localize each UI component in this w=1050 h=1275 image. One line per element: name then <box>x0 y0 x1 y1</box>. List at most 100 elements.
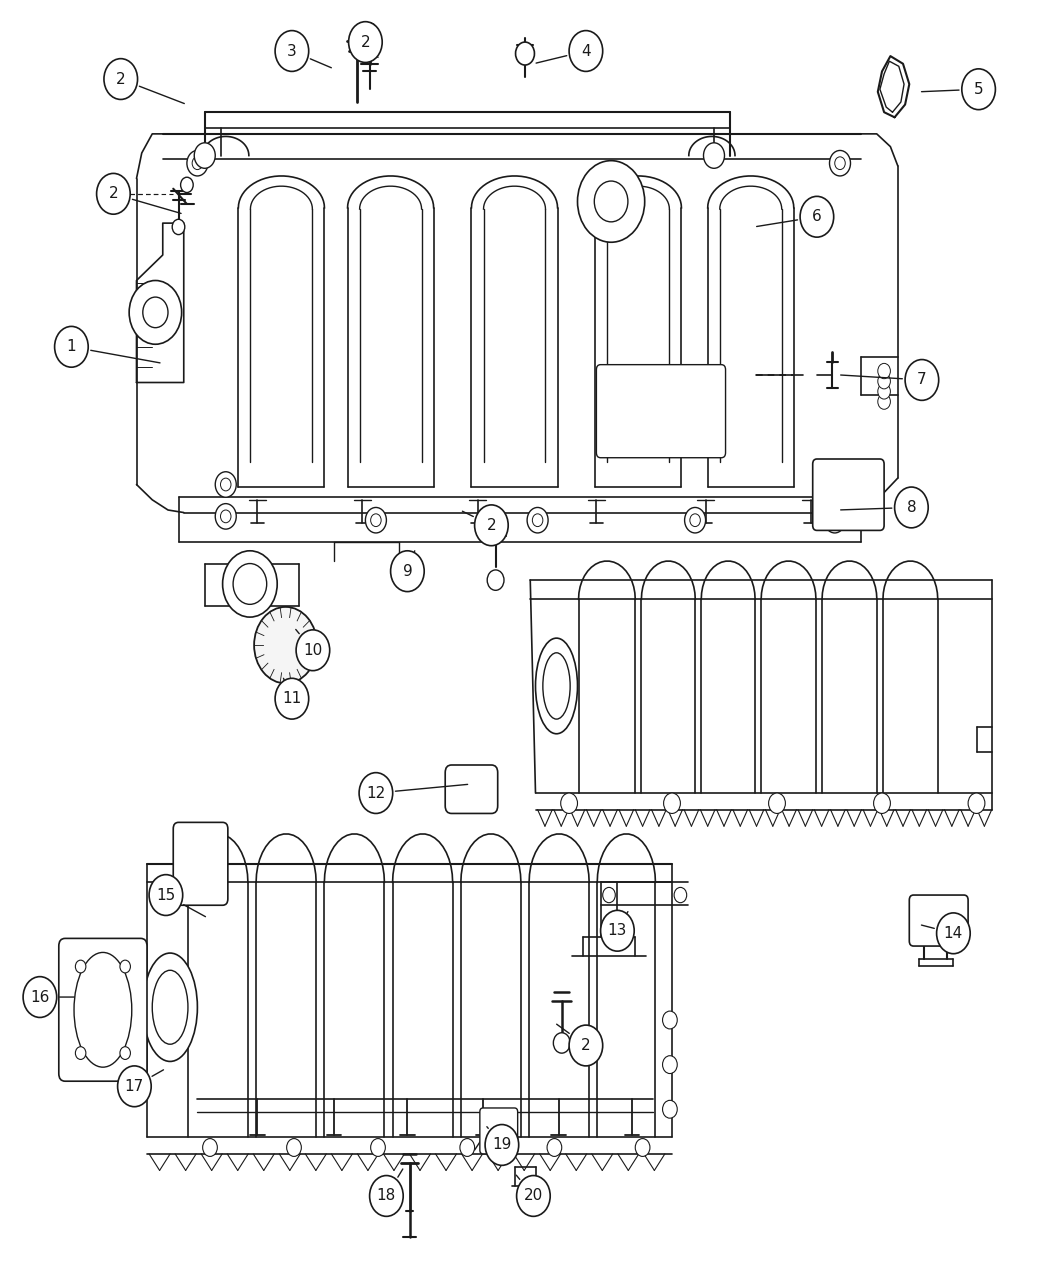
Circle shape <box>485 1125 519 1165</box>
Circle shape <box>601 910 634 951</box>
Circle shape <box>487 570 504 590</box>
Text: 15: 15 <box>156 887 175 903</box>
Circle shape <box>275 678 309 719</box>
Text: 14: 14 <box>944 926 963 941</box>
Circle shape <box>172 219 185 235</box>
Circle shape <box>359 773 393 813</box>
Circle shape <box>685 507 706 533</box>
Text: 20: 20 <box>524 1188 543 1204</box>
Text: 11: 11 <box>282 691 301 706</box>
Circle shape <box>349 22 382 62</box>
Circle shape <box>287 1139 301 1156</box>
Circle shape <box>547 1139 562 1156</box>
Circle shape <box>215 504 236 529</box>
Circle shape <box>830 150 850 176</box>
FancyBboxPatch shape <box>59 938 147 1081</box>
Circle shape <box>878 374 890 389</box>
Circle shape <box>878 363 890 379</box>
Circle shape <box>968 793 985 813</box>
Ellipse shape <box>543 653 570 719</box>
Text: 17: 17 <box>125 1079 144 1094</box>
Circle shape <box>118 1066 151 1107</box>
FancyBboxPatch shape <box>813 459 884 530</box>
Circle shape <box>275 31 309 71</box>
Circle shape <box>830 514 840 527</box>
Text: 2: 2 <box>108 186 119 201</box>
FancyBboxPatch shape <box>173 822 228 905</box>
Circle shape <box>532 514 543 527</box>
Circle shape <box>905 360 939 400</box>
Circle shape <box>664 793 680 813</box>
Circle shape <box>578 161 645 242</box>
Circle shape <box>594 181 628 222</box>
Circle shape <box>516 42 534 65</box>
Circle shape <box>143 297 168 328</box>
Text: 4: 4 <box>581 43 591 59</box>
Circle shape <box>362 23 377 41</box>
Circle shape <box>76 960 86 973</box>
Circle shape <box>824 472 845 497</box>
Circle shape <box>371 514 381 527</box>
Text: 2: 2 <box>116 71 126 87</box>
Circle shape <box>769 793 785 813</box>
Text: 5: 5 <box>973 82 984 97</box>
Circle shape <box>233 564 267 604</box>
Circle shape <box>517 1176 550 1216</box>
Circle shape <box>527 507 548 533</box>
Text: 18: 18 <box>377 1188 396 1204</box>
Circle shape <box>215 472 236 497</box>
Circle shape <box>220 510 231 523</box>
Ellipse shape <box>152 970 188 1044</box>
Circle shape <box>371 1139 385 1156</box>
Circle shape <box>569 31 603 71</box>
Circle shape <box>129 280 182 344</box>
Circle shape <box>690 514 700 527</box>
Circle shape <box>800 196 834 237</box>
Circle shape <box>895 487 928 528</box>
Text: 2: 2 <box>360 34 371 50</box>
Circle shape <box>391 551 424 592</box>
Text: 8: 8 <box>906 500 917 515</box>
Circle shape <box>104 59 138 99</box>
Circle shape <box>663 1100 677 1118</box>
Circle shape <box>120 960 130 973</box>
Circle shape <box>23 977 57 1017</box>
Circle shape <box>962 69 995 110</box>
Text: 3: 3 <box>287 43 297 59</box>
Circle shape <box>663 1011 677 1029</box>
Circle shape <box>76 1047 86 1060</box>
Text: 13: 13 <box>608 923 627 938</box>
Circle shape <box>674 887 687 903</box>
Text: 6: 6 <box>812 209 822 224</box>
Circle shape <box>704 143 724 168</box>
Ellipse shape <box>74 952 132 1067</box>
FancyBboxPatch shape <box>480 1108 518 1154</box>
Circle shape <box>874 793 890 813</box>
Circle shape <box>603 887 615 903</box>
Circle shape <box>223 551 277 617</box>
Ellipse shape <box>81 965 125 1054</box>
Text: 10: 10 <box>303 643 322 658</box>
Circle shape <box>561 793 578 813</box>
Circle shape <box>635 1139 650 1156</box>
Text: 9: 9 <box>402 564 413 579</box>
FancyBboxPatch shape <box>445 765 498 813</box>
Text: 16: 16 <box>30 989 49 1005</box>
Circle shape <box>878 394 890 409</box>
Circle shape <box>569 1025 603 1066</box>
Circle shape <box>370 1176 403 1216</box>
Circle shape <box>192 157 203 170</box>
Circle shape <box>120 1047 130 1060</box>
Circle shape <box>824 507 845 533</box>
Ellipse shape <box>143 954 197 1061</box>
Circle shape <box>220 478 231 491</box>
Text: 1: 1 <box>66 339 77 354</box>
Text: 12: 12 <box>366 785 385 801</box>
Text: 2: 2 <box>581 1038 591 1053</box>
Circle shape <box>149 875 183 915</box>
Ellipse shape <box>536 638 578 733</box>
Circle shape <box>835 157 845 170</box>
Circle shape <box>203 1139 217 1156</box>
Circle shape <box>254 607 317 683</box>
Circle shape <box>475 505 508 546</box>
